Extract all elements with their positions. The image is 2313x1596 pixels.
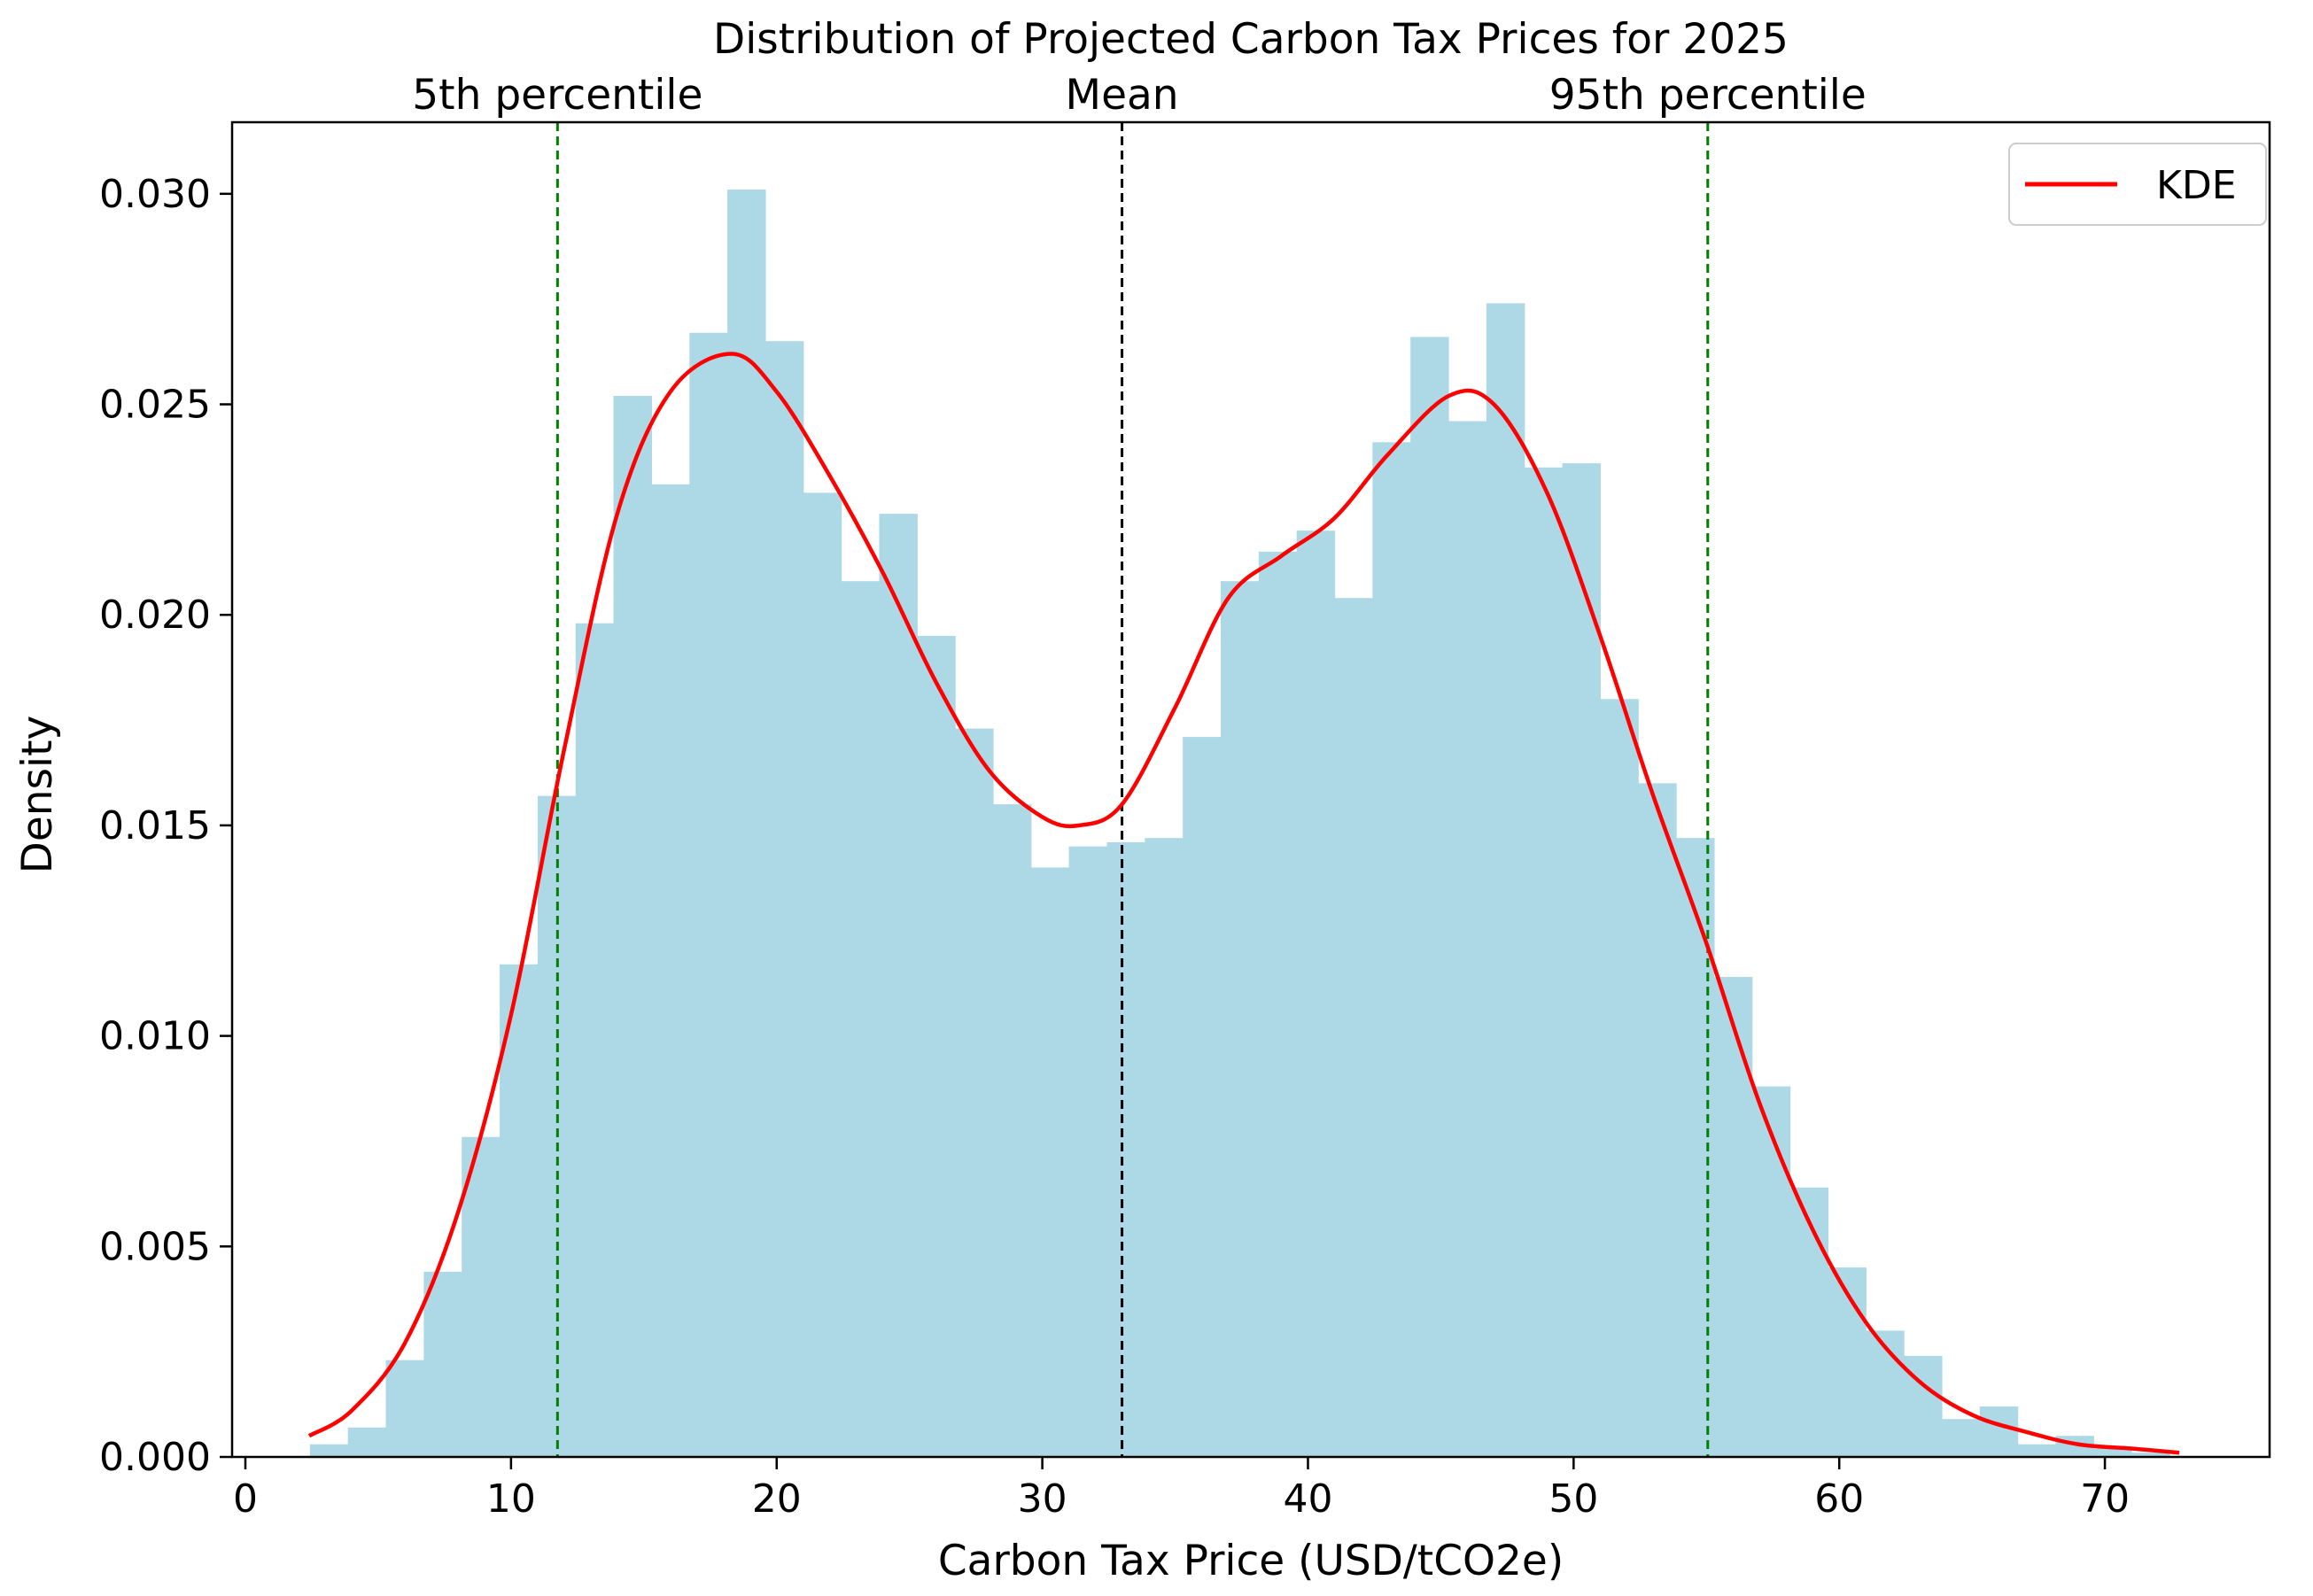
histogram-bar — [2017, 1444, 2057, 1457]
histogram-bar — [1486, 303, 1525, 1457]
histogram-bar — [1030, 867, 1070, 1457]
histogram-bar — [803, 492, 842, 1458]
histogram-bar — [1751, 1086, 1791, 1457]
histogram-bar — [651, 484, 690, 1457]
histogram-bar — [1524, 467, 1564, 1457]
x-tick-label: 50 — [1548, 1476, 1598, 1522]
histogram-bar — [879, 514, 918, 1457]
histogram-bar — [1296, 531, 1336, 1457]
histogram-bar — [309, 1444, 349, 1457]
histogram-bar — [1145, 838, 1184, 1457]
x-tick-label: 40 — [1283, 1476, 1332, 1522]
histogram-bar — [841, 581, 881, 1457]
legend-box — [2008, 143, 2267, 226]
histogram-bar — [500, 964, 539, 1457]
histogram-bar — [1410, 337, 1449, 1457]
histogram-bars — [309, 190, 2170, 1458]
y-tick-label: 0.015 — [99, 803, 211, 848]
x-tick-label: 0 — [233, 1476, 258, 1522]
histogram-bar — [1221, 581, 1260, 1457]
kde-curve-layer — [307, 352, 2180, 1455]
5th-percentile-label: 5th percentile — [412, 71, 702, 120]
plot-frame — [230, 120, 2271, 1459]
histogram-bar — [1600, 699, 1639, 1457]
histogram-bar — [347, 1427, 387, 1457]
y-tick-label: 0.020 — [99, 593, 211, 638]
histogram-bar — [1866, 1330, 1905, 1457]
histogram-bar — [1713, 977, 1753, 1457]
histogram-bar — [765, 341, 804, 1457]
chart-title: Distribution of Projected Carbon Tax Pri… — [713, 15, 1789, 64]
kde-curve — [307, 352, 2180, 1455]
histogram-bar — [992, 804, 1032, 1457]
histogram-bar — [917, 635, 956, 1457]
y-axis-label: Density — [13, 716, 62, 874]
histogram-bar — [727, 190, 766, 1457]
histogram-bar — [1828, 1267, 1867, 1457]
x-tick-label: 10 — [486, 1476, 536, 1522]
histogram-bar — [1562, 463, 1602, 1458]
histogram-bar — [955, 728, 994, 1457]
histogram-bar — [689, 332, 728, 1458]
x-axis-label: Carbon Tax Price (USD/tCO2e) — [938, 1537, 1564, 1585]
histogram-bar — [1448, 421, 1487, 1457]
histogram-bar — [423, 1271, 462, 1457]
histogram-bar — [613, 396, 653, 1457]
y-tick-label: 0.025 — [99, 383, 211, 428]
y-tick-label: 0.000 — [99, 1435, 211, 1480]
histogram-bar — [1979, 1406, 2019, 1457]
histogram-bar — [575, 623, 615, 1457]
histogram-bar — [2093, 1448, 2132, 1457]
histogram-bar — [385, 1360, 424, 1457]
y-tick-label: 0.030 — [99, 172, 211, 217]
x-tick-label: 30 — [1018, 1476, 1067, 1522]
histogram-bar — [1334, 598, 1373, 1457]
histogram-bar — [462, 1136, 501, 1457]
histogram-bar — [1258, 551, 1298, 1457]
x-tick-label: 20 — [752, 1476, 802, 1522]
histogram-bar — [1789, 1187, 1829, 1457]
histogram-bar — [1106, 841, 1145, 1457]
y-tick-label: 0.010 — [99, 1014, 211, 1059]
y-tick-label: 0.005 — [99, 1224, 211, 1269]
mean-label: Mean — [1066, 71, 1179, 120]
x-tick-label: 60 — [1814, 1476, 1864, 1522]
histogram-bar — [2131, 1453, 2170, 1457]
x-tick-label: 70 — [2080, 1476, 2130, 1522]
95th-percentile-label: 95th percentile — [1549, 71, 1867, 120]
histogram-bar — [1372, 442, 1411, 1457]
axes: 0 10 20 30 40 50 60 70 0.000 0.005 0.010 0.015 0.020… — [99, 120, 2271, 1522]
histogram-bar — [1183, 737, 1222, 1457]
legend: KDE — [2008, 143, 2267, 226]
histogram-bar — [1638, 783, 1677, 1457]
histogram-bar — [1068, 846, 1108, 1457]
histogram-bar — [1941, 1419, 1981, 1457]
reference-lines: 5th percentile Mean 95th percentile — [412, 71, 1867, 1457]
legend-kde-label: KDE — [2156, 163, 2237, 208]
